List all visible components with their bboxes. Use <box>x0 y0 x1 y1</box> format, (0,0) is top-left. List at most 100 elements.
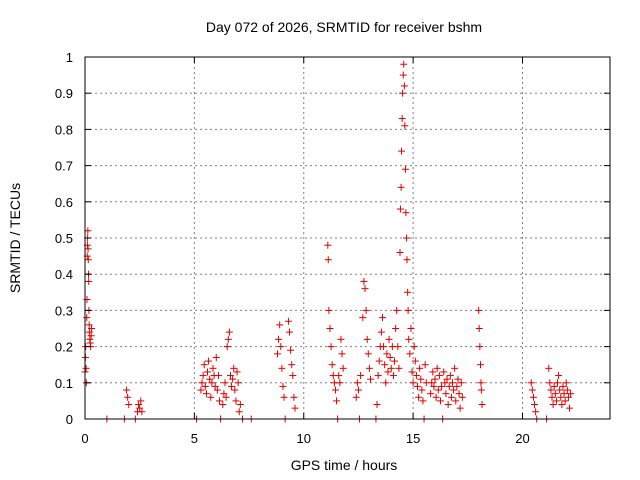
data-point <box>362 306 370 314</box>
data-point <box>223 343 231 351</box>
data-point <box>325 306 333 314</box>
data-point <box>337 335 345 343</box>
data-point <box>383 350 391 358</box>
data-point <box>557 393 565 401</box>
data-point <box>442 390 450 398</box>
data-point <box>87 332 95 340</box>
data-point <box>419 397 427 405</box>
data-point <box>563 386 571 394</box>
grid-lines <box>85 57 610 419</box>
data-point <box>135 401 143 409</box>
data-point <box>402 209 410 217</box>
data-point <box>409 379 417 387</box>
data-point <box>396 248 404 256</box>
data-point <box>82 364 90 372</box>
data-point <box>83 314 91 322</box>
data-point <box>199 372 207 380</box>
y-tick-label: 0.1 <box>55 376 73 391</box>
data-point <box>286 328 294 336</box>
data-point <box>235 408 243 416</box>
data-point <box>275 335 283 343</box>
data-point <box>403 256 411 264</box>
data-point <box>551 390 559 398</box>
data-point <box>288 361 296 369</box>
data-point <box>375 357 383 365</box>
data-point <box>276 321 284 329</box>
data-point <box>84 245 92 253</box>
data-point <box>550 382 558 390</box>
data-point <box>357 372 365 380</box>
data-point <box>412 372 420 380</box>
data-point <box>532 408 540 416</box>
data-point <box>477 361 484 369</box>
data-point <box>406 350 414 358</box>
data-point <box>452 397 460 405</box>
data-point <box>417 375 425 383</box>
data-point <box>447 393 455 401</box>
data-point <box>335 372 343 380</box>
data-point <box>353 379 361 387</box>
data-point <box>414 382 421 390</box>
data-point <box>198 379 206 387</box>
data-point <box>567 390 575 398</box>
data-point <box>554 379 561 387</box>
data-point <box>236 401 244 409</box>
data-point <box>380 343 388 351</box>
data-point <box>555 372 563 380</box>
data-point <box>204 368 211 376</box>
data-point <box>421 361 429 369</box>
data-point <box>449 379 456 387</box>
y-axis: 0 0.1 0.2 0.3 0.4 0.5 0.6 0.7 0.8 0.9 1 <box>55 50 610 427</box>
y-tick-label: 0.8 <box>55 122 73 137</box>
x-tick-label: 20 <box>515 431 529 446</box>
data-point <box>206 375 214 383</box>
data-point <box>475 325 483 332</box>
data-point <box>407 325 415 332</box>
data-point <box>562 379 570 387</box>
data-point <box>377 328 385 336</box>
y-tick-label: 0.2 <box>55 340 73 355</box>
data-point <box>221 379 229 387</box>
data-point <box>287 346 295 354</box>
data-points <box>81 60 575 423</box>
data-point <box>326 325 334 332</box>
x-axis-label: GPS time / hours <box>291 457 398 473</box>
data-point <box>531 401 539 409</box>
data-point <box>289 372 297 380</box>
data-point <box>433 364 441 372</box>
data-point <box>328 361 336 369</box>
data-point <box>418 386 426 394</box>
y-tick-label: 0.4 <box>55 267 73 282</box>
data-point <box>389 372 397 380</box>
data-point <box>386 353 394 361</box>
data-point <box>392 325 400 332</box>
data-point <box>354 386 362 394</box>
data-point <box>197 386 205 394</box>
data-point <box>291 404 299 412</box>
data-point <box>274 350 281 358</box>
y-tick-label: 1 <box>66 50 73 65</box>
x-tick-label: 0 <box>81 431 88 446</box>
data-point <box>450 386 458 394</box>
data-point <box>446 372 454 380</box>
data-point <box>444 401 452 409</box>
data-point <box>385 335 393 343</box>
data-point <box>548 393 556 401</box>
data-point <box>280 393 288 401</box>
data-point <box>438 382 446 390</box>
data-point <box>477 379 485 387</box>
data-point <box>408 368 416 376</box>
data-point <box>232 397 240 405</box>
data-point <box>453 382 461 390</box>
data-point <box>400 60 408 68</box>
data-point <box>85 321 93 329</box>
data-point <box>124 393 132 401</box>
y-tick-label: 0.6 <box>55 195 73 210</box>
data-point <box>441 379 449 387</box>
data-point <box>85 277 93 285</box>
data-point <box>233 368 241 376</box>
data-point <box>429 368 437 376</box>
data-point <box>403 234 411 242</box>
data-point <box>360 277 368 285</box>
